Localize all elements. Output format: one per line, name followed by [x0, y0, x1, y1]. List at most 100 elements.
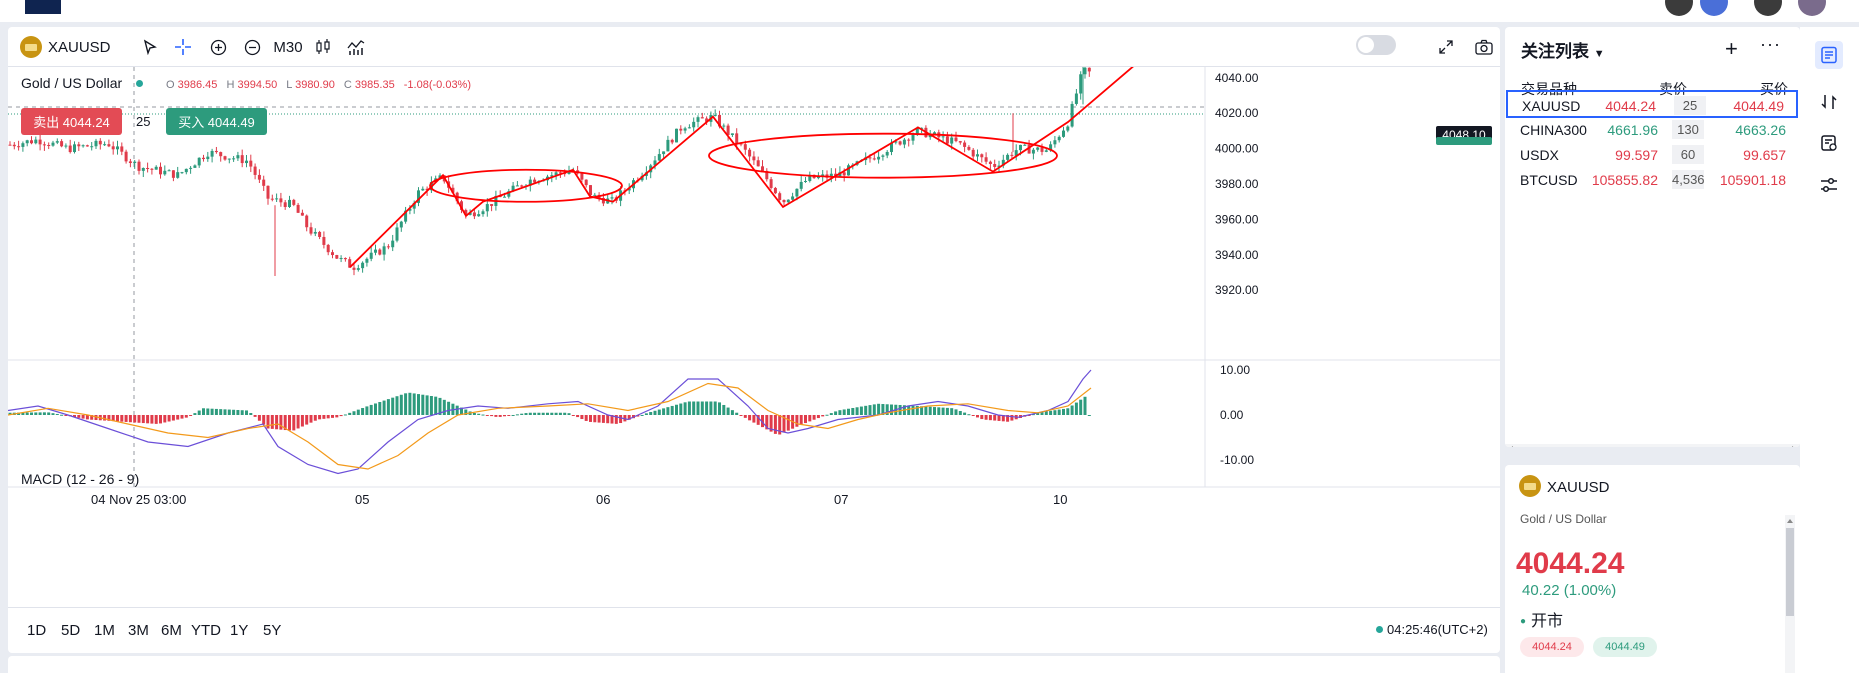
- macd-histogram-bar: [610, 415, 614, 424]
- candle-body: [197, 157, 201, 166]
- buy-chip[interactable]: 4044.49: [1593, 637, 1657, 657]
- macd-histogram-bar: [855, 407, 859, 415]
- range-5d[interactable]: 5D: [61, 622, 81, 639]
- candle-body: [958, 141, 962, 143]
- candle-body: [808, 174, 812, 181]
- toggle-switch[interactable]: [1356, 35, 1396, 55]
- macd-histogram-bar: [748, 415, 752, 421]
- buy-button[interactable]: 买入 4044.49: [166, 108, 267, 135]
- candle-body: [275, 198, 279, 200]
- app-logo[interactable]: [25, 0, 61, 14]
- price-chart[interactable]: 4060.004040.004020.004000.003980.003960.…: [8, 67, 1500, 607]
- candle-body: [816, 176, 820, 179]
- macd-histogram-bar: [421, 394, 425, 415]
- macd-histogram-bar: [262, 415, 266, 425]
- fullscreen-icon[interactable]: [1436, 37, 1456, 57]
- time-axis-label: 10: [1053, 492, 1067, 507]
- scroll-right-icon[interactable]: [1792, 446, 1796, 447]
- avatar[interactable]: [1798, 0, 1826, 16]
- watchlist-icon[interactable]: [1815, 41, 1843, 69]
- range-5y[interactable]: 5Y: [263, 622, 282, 639]
- watchlist-row[interactable]: XAUUSD 4044.24 25 4044.49: [1506, 90, 1798, 118]
- range-3m[interactable]: 3M: [128, 622, 149, 639]
- scroll-left-icon[interactable]: [1509, 446, 1513, 447]
- candle-body: [137, 161, 141, 171]
- macd-histogram-bar: [141, 415, 145, 424]
- sell-chip[interactable]: 4044.24: [1520, 637, 1584, 657]
- camera-icon[interactable]: [1474, 37, 1494, 57]
- zoom-out-icon[interactable]: [242, 37, 262, 57]
- range-1m[interactable]: 1M: [94, 622, 115, 639]
- vertical-scrollbar[interactable]: [1785, 515, 1795, 673]
- macd-histogram-bar: [657, 409, 661, 415]
- candle-body: [1079, 74, 1083, 94]
- macd-histogram-bar: [675, 404, 678, 415]
- macd-histogram-bar: [782, 415, 786, 433]
- macd-histogram-bar: [184, 415, 188, 418]
- range-1d[interactable]: 1D: [27, 622, 47, 639]
- range-6m[interactable]: 6M: [161, 622, 182, 639]
- macd-histogram-bar: [305, 415, 309, 425]
- watchlist-row[interactable]: BTCUSD 105855.82 4,536 105901.18: [1520, 170, 1786, 189]
- candle-type-icon[interactable]: [313, 37, 333, 57]
- macd-histogram-bar: [834, 411, 838, 415]
- candle-body: [920, 127, 924, 129]
- macd-histogram-bar: [356, 409, 360, 415]
- macd-histogram-bar: [881, 404, 885, 415]
- macd-histogram-bar: [51, 413, 55, 415]
- macd-histogram-bar: [85, 415, 89, 420]
- ohlc-readout: O 3986.45 H 3994.50 L 3980.90 C 3985.35 …: [166, 79, 472, 91]
- help-icon[interactable]: [1665, 0, 1693, 16]
- candle-body: [898, 141, 902, 145]
- sliders-icon[interactable]: [1815, 171, 1843, 199]
- candle-body: [666, 139, 670, 152]
- detail-price: 4044.24: [1516, 547, 1625, 580]
- transfer-icon[interactable]: [1815, 88, 1843, 116]
- price-scale-label: 3960.00: [1215, 212, 1259, 226]
- candle-body: [21, 143, 25, 147]
- macd-histogram-bar: [399, 394, 403, 415]
- price-scale-label: 3980.00: [1215, 177, 1259, 191]
- macd-histogram-bar: [976, 415, 979, 418]
- macd-histogram-bar: [859, 406, 863, 415]
- macd-histogram-bar: [584, 415, 588, 421]
- calendar-icon[interactable]: [1815, 129, 1843, 157]
- sell-button[interactable]: 卖出 4044.24: [21, 108, 122, 135]
- macd-histogram-bar: [150, 415, 154, 424]
- macd-histogram-bar: [103, 415, 107, 421]
- macd-histogram-bar: [898, 404, 902, 415]
- macd-histogram-bar: [851, 408, 855, 415]
- macd-histogram-bar: [537, 412, 541, 415]
- cursor-icon[interactable]: [140, 37, 160, 57]
- watchlist-row[interactable]: CHINA300 4661.96 130 4663.26: [1520, 120, 1786, 139]
- candle-body: [761, 166, 764, 171]
- macd-histogram-bar: [1031, 414, 1035, 416]
- range-ytd[interactable]: YTD: [191, 622, 221, 639]
- macd-histogram-bar: [404, 393, 408, 415]
- candle-body: [593, 194, 597, 196]
- more-icon[interactable]: ···: [1760, 34, 1781, 54]
- candle-body: [150, 168, 154, 170]
- settings-icon[interactable]: [1754, 0, 1782, 16]
- notification-icon[interactable]: [1700, 0, 1728, 16]
- crosshair-icon[interactable]: [173, 37, 193, 57]
- candle-body: [292, 199, 296, 205]
- candle-body: [404, 210, 408, 222]
- horizontal-scrollbar[interactable]: [1505, 444, 1800, 447]
- candle-body: [309, 227, 313, 234]
- symbol-selector[interactable]: XAUUSD: [20, 36, 120, 58]
- macd-histogram-bar: [528, 412, 532, 415]
- macd-histogram-bar: [309, 415, 313, 423]
- indicators-icon[interactable]: [346, 37, 366, 57]
- range-1y[interactable]: 1Y: [230, 622, 249, 639]
- macd-histogram-bar: [911, 405, 915, 415]
- watchlist-row[interactable]: USDX 99.597 60 99.657: [1520, 145, 1786, 164]
- add-icon[interactable]: +: [1725, 36, 1738, 61]
- macd-histogram-bar: [124, 415, 128, 422]
- candle-body: [933, 132, 936, 134]
- price-scale-label: 4020.00: [1215, 106, 1259, 120]
- candle-body: [1062, 130, 1065, 137]
- zoom-in-icon[interactable]: [208, 37, 228, 57]
- interval-selector[interactable]: M30: [273, 38, 303, 56]
- watchlist-title[interactable]: 关注列表 ▼: [1521, 42, 1605, 61]
